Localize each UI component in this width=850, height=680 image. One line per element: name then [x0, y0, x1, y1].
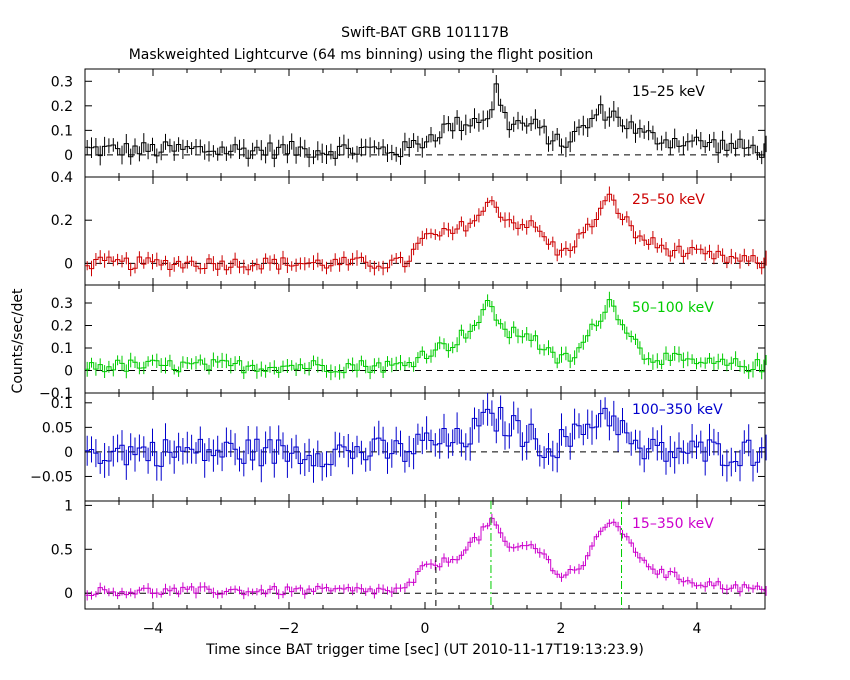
panel-1: 0 0.1 0.2 0.3 15–25 keV — [51, 68, 767, 178]
y-tick-label: 0.05 — [42, 420, 73, 436]
y-tick-label: 0.5 — [51, 542, 73, 558]
series-label: 100–350 keV — [632, 402, 723, 418]
series-label: 15–350 keV — [632, 516, 714, 532]
y-tick-label: 0 — [64, 586, 73, 602]
chart-title: Swift-BAT GRB 101117B — [341, 25, 509, 41]
y-tick-label: 0.2 — [51, 213, 73, 229]
y-tick-label: 0 — [64, 256, 73, 272]
x-tick-label: −4 — [143, 621, 164, 637]
y-tick-label: 0 — [64, 148, 73, 164]
y-tick-label: 0.4 — [51, 170, 73, 186]
y-tick-label: 0.3 — [51, 74, 73, 90]
series-label: 50–100 keV — [632, 300, 714, 316]
y-tick-label: 0.2 — [51, 319, 73, 335]
x-tick-label: 0 — [421, 621, 430, 637]
y-tick-label: 0 — [64, 445, 73, 461]
x-axis-label: Time since BAT trigger time [sec] (UT 20… — [205, 642, 644, 658]
lightcurve-series — [85, 299, 765, 374]
series-label: 25–50 keV — [632, 192, 705, 208]
panel-5: 0 0.5 1 15–350 keV — [51, 498, 767, 610]
x-tick-label: 4 — [693, 621, 702, 637]
panel-2: 0 0.2 0.4 25–50 keV — [51, 170, 767, 286]
y-tick-label: 0.1 — [51, 341, 73, 357]
y-tick-label: 0 — [64, 364, 73, 380]
x-tick-label: −2 — [279, 621, 300, 637]
y-tick-label: 0.1 — [51, 123, 73, 139]
y-tick-label: −0.1 — [39, 386, 73, 402]
lightcurve-series — [85, 517, 765, 597]
lightcurve-series — [85, 193, 765, 271]
panel-4: −0.05 0 0.05 0.1 100–350 keV — [30, 392, 767, 502]
y-axis-label: Counts/sec/det — [10, 288, 26, 393]
lightcurve-series — [85, 83, 765, 159]
lightcurve-series — [85, 407, 765, 468]
y-tick-label: 0.2 — [51, 99, 73, 115]
y-tick-label: 0.1 — [51, 396, 73, 412]
x-tick-label: 2 — [557, 621, 566, 637]
y-tick-label: −0.05 — [30, 469, 73, 485]
series-label: 15–25 keV — [632, 84, 705, 100]
panel-3: −0.1 0 0.1 0.2 0.3 50–100 keV — [39, 284, 767, 402]
y-tick-label: 0.3 — [51, 296, 73, 312]
y-tick-label: 1 — [64, 498, 73, 514]
chart-subtitle: Maskweighted Lightcurve (64 ms binning) … — [129, 47, 594, 63]
